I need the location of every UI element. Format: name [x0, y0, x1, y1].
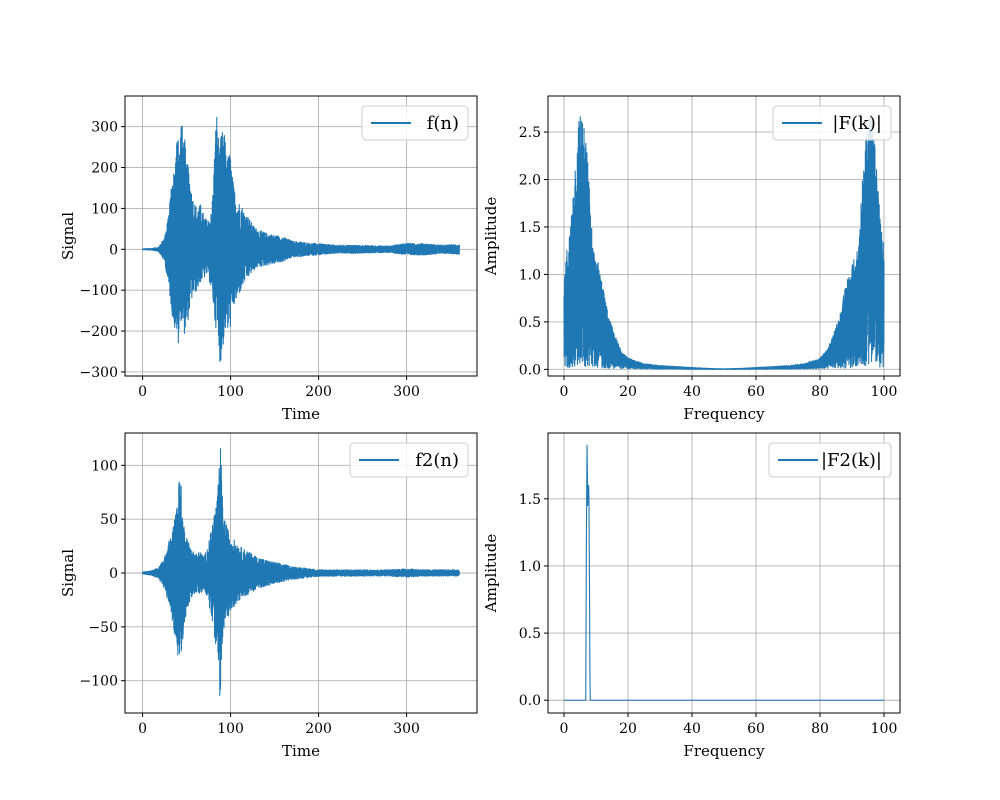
y-tick-label: 0.5 [519, 315, 541, 331]
x-tick-label: 0 [138, 721, 147, 737]
series-line [142, 116, 460, 362]
chart-panel-2: 0 20 40 60 80 100 0.0 0.5 1.0 1.5 2.0 2.5 Frequency A… [482, 95, 901, 423]
y-tick-label: 200 [91, 161, 118, 177]
x-tick-label: 40 [683, 721, 701, 737]
x-tick-label: 300 [393, 384, 420, 400]
x-axis-label: Frequency [683, 742, 765, 760]
x-tick-label: 60 [747, 721, 765, 737]
legend-box [768, 442, 892, 478]
legend-label: f(n) [427, 113, 459, 134]
legend: f2(n) [349, 442, 469, 478]
x-axis-label: Frequency [683, 405, 765, 423]
y-tick-label: −300 [80, 365, 118, 381]
x-axis-label: Time [282, 405, 320, 423]
chart-panel-3: 0 100 200 300 −100 −50 0 50 100 Time Signal f2(n) [59, 432, 478, 760]
series-line [142, 448, 460, 697]
x-tick-label: 100 [217, 384, 244, 400]
legend-label: |F(k)| [832, 113, 882, 134]
x-tick-label: 80 [811, 721, 829, 737]
x-tick-label: 60 [747, 384, 765, 400]
y-tick-label: 0.0 [519, 693, 541, 709]
y-tick-label: 0 [109, 566, 118, 582]
y-tick-label: −200 [80, 324, 118, 340]
series-line [563, 114, 885, 370]
y-tick-label: 1.0 [519, 267, 541, 283]
y-tick-label: −100 [80, 674, 118, 690]
x-tick-label: 100 [871, 384, 898, 400]
x-tick-label: 80 [811, 384, 829, 400]
legend-label: |F2(k)| [821, 450, 882, 471]
y-tick-label: 1.0 [519, 559, 541, 575]
legend-label: f2(n) [415, 450, 459, 471]
x-tick-label: 0 [138, 384, 147, 400]
chart-panel-4: 0 20 40 60 80 100 0.0 0.5 1.0 1.5 Frequency Amplitu… [482, 432, 901, 760]
axes-frame [547, 95, 901, 377]
axes-frame [547, 432, 901, 714]
legend-box [772, 105, 892, 141]
y-tick-label: 0 [109, 242, 118, 258]
y-tick-label: 50 [100, 512, 118, 528]
y-axis-label: Amplitude [482, 197, 500, 277]
x-tick-label: 40 [683, 384, 701, 400]
y-tick-label: 0.5 [519, 626, 541, 642]
legend-box [361, 105, 469, 141]
y-axis-label: Signal [59, 212, 77, 260]
y-tick-label: 1.5 [519, 492, 541, 508]
y-axis-label: Amplitude [482, 534, 500, 614]
y-tick-label: 2.0 [519, 173, 541, 189]
x-tick-label: 300 [393, 721, 420, 737]
legend: |F(k)| [772, 105, 892, 141]
legend: |F2(k)| [768, 442, 892, 478]
y-tick-label: 1.5 [519, 220, 541, 236]
x-tick-label: 200 [305, 721, 332, 737]
y-tick-label: 100 [91, 458, 118, 474]
y-tick-label: −100 [80, 283, 118, 299]
x-tick-label: 20 [619, 384, 637, 400]
x-tick-label: 200 [305, 384, 332, 400]
y-tick-label: 300 [91, 120, 118, 136]
x-tick-label: 20 [619, 721, 637, 737]
y-axis-label: Signal [59, 549, 77, 597]
y-tick-label: 2.5 [519, 125, 541, 141]
axes-frame [124, 95, 478, 377]
y-tick-label: 100 [91, 201, 118, 217]
x-tick-label: 100 [217, 721, 244, 737]
chart-panel-1: 0 100 200 300 −300 −200 −100 0 100 200 300 Time Sign… [59, 95, 478, 423]
legend: f(n) [361, 105, 469, 141]
y-tick-label: 0.0 [519, 362, 541, 378]
x-tick-label: 0 [560, 721, 569, 737]
legend-box [349, 442, 469, 478]
x-axis-label: Time [282, 742, 320, 760]
x-tick-label: 100 [871, 721, 898, 737]
x-tick-label: 0 [560, 384, 569, 400]
y-tick-label: −50 [88, 620, 118, 636]
series-line [564, 444, 884, 701]
